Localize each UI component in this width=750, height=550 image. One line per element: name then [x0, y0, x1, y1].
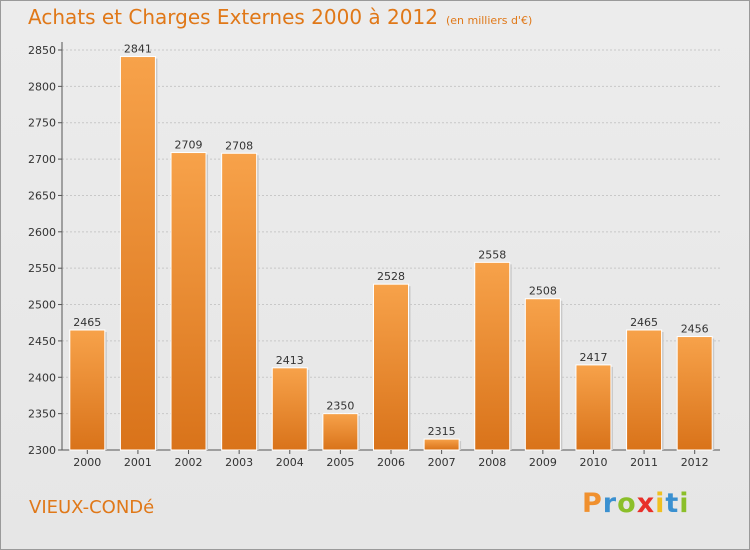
x-tick-label: 2001	[124, 456, 152, 469]
x-tick-label: 2008	[478, 456, 506, 469]
chart-subtitle: (en milliers d'€)	[445, 14, 533, 27]
value-label: 2465	[630, 316, 658, 329]
x-tick-label: 2012	[681, 456, 709, 469]
bar-2011	[626, 329, 663, 451]
value-label: 2350	[326, 400, 354, 413]
y-tick-label: 2500	[28, 299, 56, 312]
proxiti-logo: Proxiti	[582, 488, 690, 519]
x-tick-label: 2000	[73, 456, 101, 469]
y-tick-label: 2600	[28, 226, 56, 239]
x-tick-label: 2009	[529, 456, 557, 469]
x-tick-label: 2005	[326, 456, 354, 469]
bar-2010	[575, 364, 612, 451]
y-tick-label: 2650	[28, 189, 56, 202]
x-tick-label: 2007	[428, 456, 456, 469]
bar-2008	[474, 261, 511, 451]
title-text: Achats et Charges Externes 2000 à 2012	[28, 5, 438, 29]
value-label: 2558	[478, 248, 506, 261]
value-label: 2708	[225, 139, 253, 152]
bar-2012	[676, 336, 713, 451]
value-label: 2528	[377, 270, 405, 283]
x-axis: 2000 2001 2002 2003 2004 2005 2006 2007 2008 2009…	[73, 450, 709, 469]
x-tick-label: 2003	[225, 456, 253, 469]
y-tick-label: 2800	[28, 80, 56, 93]
commune-name: VIEUX-CONDé	[29, 497, 155, 518]
bar-2004	[271, 367, 308, 451]
y-tick-label: 2850	[28, 44, 56, 57]
bar-2009	[524, 298, 561, 451]
value-label: 2841	[124, 43, 152, 56]
bar-2006	[373, 283, 409, 451]
y-tick-label: 2450	[28, 335, 56, 348]
value-label: 2508	[529, 285, 557, 298]
y-tick-label: 2400	[28, 371, 56, 384]
bars	[69, 56, 715, 451]
logo-letter: P	[582, 488, 603, 519]
logo-letter: x	[636, 488, 656, 519]
bar-2003	[221, 152, 258, 451]
value-label: 2413	[276, 354, 304, 367]
value-labels: 2465 2841 2709 2708 2413 2350 2528 2315 2558 2508…	[73, 43, 708, 439]
value-label: 2456	[681, 323, 709, 336]
y-tick-label: 2300	[28, 444, 56, 457]
bar-2007	[423, 438, 460, 451]
logo-letter: i	[655, 488, 666, 519]
value-label: 2709	[175, 139, 203, 152]
value-label: 2315	[428, 425, 456, 438]
x-tick-label: 2011	[630, 456, 658, 469]
y-tick-label: 2550	[28, 262, 56, 275]
y-tick-label: 2350	[28, 408, 56, 421]
logo-letter: o	[617, 488, 637, 519]
y-axis: 2300 2350 2400 2450 2500 2550 2600 2650 2700 2750…	[28, 42, 720, 457]
bar-2002	[170, 152, 207, 451]
bar-2001	[119, 56, 156, 451]
y-tick-label: 2700	[28, 153, 56, 166]
x-tick-label: 2006	[377, 456, 405, 469]
x-tick-label: 2010	[579, 456, 607, 469]
bar-2000	[69, 329, 106, 451]
x-tick-label: 2004	[276, 456, 304, 469]
x-tick-label: 2002	[175, 456, 203, 469]
chart-title: Achats et Charges Externes 2000 à 2012 (e…	[28, 5, 532, 29]
logo-letter: r	[602, 488, 618, 519]
logo-letter: t	[665, 488, 680, 519]
value-label: 2465	[73, 316, 101, 329]
logo-letter: i	[679, 488, 690, 519]
y-tick-label: 2750	[28, 117, 56, 130]
value-label: 2417	[579, 351, 607, 364]
bar-2005	[322, 413, 359, 451]
